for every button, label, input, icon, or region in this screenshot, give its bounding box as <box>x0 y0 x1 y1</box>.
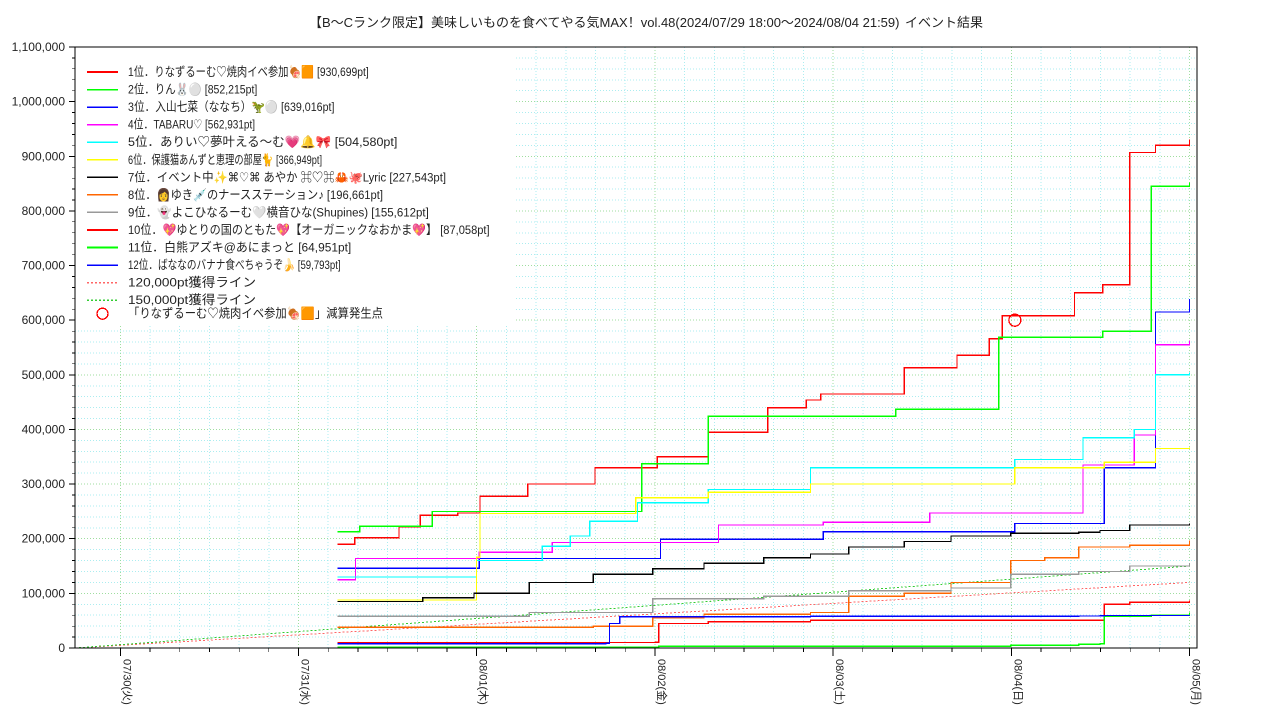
svg-text:1,000,000: 1,000,000 <box>12 95 66 109</box>
svg-text:2位．りん🐰⚪ [852,215pt]: 2位．りん🐰⚪ [852,215pt] <box>128 82 257 97</box>
svg-text:08/05(月): 08/05(月) <box>1190 659 1202 705</box>
svg-text:400,000: 400,000 <box>22 422 66 436</box>
svg-text:7位．イベント中✨⌘♡⌘ あやか ⌘♡⌘🦀🐙Lyric: 7位．イベント中✨⌘♡⌘ あやか ⌘♡⌘🦀🐙Lyric [227,543pt] <box>128 169 446 185</box>
svg-text:6位．保護猫あんずと恵理の部屋🐈 [366,949pt]: 6位．保護猫あんずと恵理の部屋🐈 [366,949pt] <box>128 152 322 167</box>
svg-text:100,000: 100,000 <box>22 586 66 600</box>
svg-text:700,000: 700,000 <box>22 259 66 273</box>
svg-text:イベント結果: イベント結果 <box>905 15 983 30</box>
svg-text:500,000: 500,000 <box>22 368 66 382</box>
svg-text:5位．ありい♡夢叶える〜む💗🔔🎀 [504,580pt: 5位．ありい♡夢叶える〜む💗🔔🎀 [504,580pt] <box>128 134 397 149</box>
svg-text:0: 0 <box>58 641 65 655</box>
svg-text:300,000: 300,000 <box>22 477 66 491</box>
svg-text:【B～Cランク限定】美味しいものを食べてやる気MAX！vol: 【B～Cランク限定】美味しいものを食べてやる気MAX！vol.48(2024/0… <box>309 15 899 30</box>
svg-text:07/31(水): 07/31(水) <box>299 659 312 705</box>
svg-text:200,000: 200,000 <box>22 532 66 546</box>
svg-text:「りなずるーむ♡焼肉イベ参加🍖🟧」減算発生点: 「りなずるーむ♡焼肉イベ参加🍖🟧」減算発生点 <box>128 306 383 322</box>
svg-text:08/01(木): 08/01(木) <box>477 659 490 705</box>
svg-text:9位．👻よこひなるーむ🤍横音ひな(Shupines) [: 9位．👻よこひなるーむ🤍横音ひな(Shupines) [155,612pt] <box>128 204 429 220</box>
svg-text:600,000: 600,000 <box>22 313 66 327</box>
svg-text:08/04(日): 08/04(日) <box>1011 659 1023 705</box>
svg-text:12位．ばななのバナナ食べちゃうぞ🍌 [59,793pt]: 12位．ばななのバナナ食べちゃうぞ🍌 [59,793pt] <box>128 257 341 272</box>
svg-text:07/30(火): 07/30(火) <box>120 659 132 705</box>
svg-text:4位．TABARU♡ [562,931pt]: 4位．TABARU♡ [562,931pt] <box>128 117 255 132</box>
svg-text:1,100,000: 1,100,000 <box>12 40 66 54</box>
svg-text:08/03(土): 08/03(土) <box>833 659 846 705</box>
svg-text:8位．👩ゆき💉のナースステーション♪ [196,661p: 8位．👩ゆき💉のナースステーション♪ [196,661pt] <box>128 187 383 202</box>
svg-text:150,000pt獲得ライン: 150,000pt獲得ライン <box>128 292 256 307</box>
svg-text:08/02(金): 08/02(金) <box>655 659 669 705</box>
svg-text:800,000: 800,000 <box>22 204 66 218</box>
svg-text:10位．💖ゆとりの国のともた💖【オーガニックなおかま💖: 10位．💖ゆとりの国のともた💖【オーガニックなおかま💖】 [87,058pt] <box>128 222 490 237</box>
svg-text:1位．りなずるーむ♡焼肉イベ参加🍖🟧 [930,699p: 1位．りなずるーむ♡焼肉イベ参加🍖🟧 [930,699pt] <box>128 64 369 80</box>
svg-text:11位．白熊アズキ@あにまっと [64,951pt]: 11位．白熊アズキ@あにまっと [64,951pt] <box>128 240 351 255</box>
svg-text:3位．入山七菜（ななち）🦖⚪ [639,016pt]: 3位．入山七菜（ななち）🦖⚪ [639,016pt] <box>128 99 335 114</box>
svg-text:120,000pt獲得ライン: 120,000pt獲得ライン <box>128 275 256 290</box>
svg-text:900,000: 900,000 <box>22 149 66 163</box>
